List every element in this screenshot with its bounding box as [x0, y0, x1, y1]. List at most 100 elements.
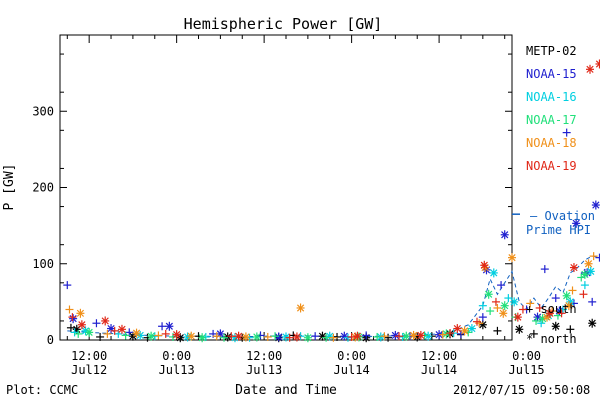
north-marker [562, 291, 571, 301]
south-marker [343, 333, 352, 342]
north-marker [513, 312, 522, 322]
north-marker [595, 59, 600, 69]
north-marker [499, 308, 508, 318]
south-marker [595, 253, 600, 262]
north-marker [500, 230, 509, 240]
y-tick-label: 100 [32, 257, 54, 271]
south-marker [285, 333, 294, 342]
x-tick-label-date: Jul13 [159, 363, 195, 377]
north-marker [572, 218, 581, 228]
north-marker [172, 330, 181, 340]
south-marker [121, 331, 130, 340]
north-marker [252, 332, 261, 342]
north-marker [424, 331, 433, 341]
south-marker [380, 332, 389, 341]
north-marker [85, 327, 94, 337]
ovation-legend-line1: — Ovation [530, 209, 595, 223]
x-axis: 12:00Jul120:00Jul1312:00Jul130:00Jul1412… [66, 35, 545, 377]
north-marker [551, 321, 560, 331]
north-marker [484, 289, 493, 299]
legend-item: METP-02 [526, 44, 577, 58]
north-marker [402, 331, 411, 341]
south-marker [529, 329, 538, 338]
north-marker [296, 303, 305, 313]
south-marker [395, 332, 403, 341]
south-marker [110, 326, 119, 335]
plot-frame [59, 34, 513, 341]
north-marker [480, 260, 489, 270]
north-marker [107, 324, 116, 334]
north-marker [318, 331, 327, 341]
south-marker [65, 305, 74, 314]
north-marker [69, 314, 78, 324]
north-marker [442, 329, 451, 339]
chart-title: Hemispheric Power [GW] [184, 15, 383, 33]
north-marker [508, 253, 516, 263]
north-marker [409, 330, 418, 340]
north-marker [533, 312, 542, 322]
south-marker [96, 332, 105, 341]
ovation-legend-line2: Prime HPI [526, 223, 591, 237]
north-marker [500, 301, 509, 311]
south-marker [438, 330, 447, 339]
south-marker [66, 323, 75, 332]
north-marker [489, 268, 498, 278]
south-marker [63, 281, 72, 290]
legend: METP-02 NOAA-15 NOAA-16 NOAA-17 NOAA-18 NOAA-… [526, 44, 577, 173]
south-marker [271, 332, 280, 341]
north-marker [453, 324, 462, 334]
north-marker [198, 333, 207, 343]
ovation-line [67, 255, 600, 338]
legend-item: NOAA-16 [526, 90, 577, 104]
y-tick-label: 300 [32, 104, 54, 118]
north-marker [545, 308, 554, 318]
south-marker [589, 252, 598, 261]
north-marker [340, 331, 349, 341]
south-marker [333, 332, 342, 341]
north-marker [416, 330, 425, 340]
north-marker [282, 332, 290, 342]
south-marker [491, 297, 500, 306]
north-marker [586, 64, 595, 74]
north-marker [76, 308, 85, 318]
north-marker [136, 330, 145, 340]
north-marker [241, 332, 250, 342]
north-marker [542, 312, 551, 322]
north-marker [353, 331, 362, 341]
north-marker [580, 269, 589, 279]
south-marker [74, 329, 83, 338]
north-marker [101, 316, 110, 326]
south-marker [347, 332, 356, 341]
north-marker [234, 331, 243, 341]
south-marker [362, 331, 371, 340]
south-marker [518, 305, 527, 314]
south-marker [158, 322, 167, 331]
south-marker [566, 325, 575, 334]
north-marker [216, 329, 225, 339]
north-marker [325, 331, 334, 341]
data-points [63, 59, 600, 343]
y-axis-label: P [GW] [2, 164, 17, 211]
x-tick-label-date: Jul14 [421, 363, 457, 377]
south-marker [161, 329, 170, 338]
south-marker [92, 319, 101, 328]
south-marker [473, 317, 482, 326]
south-marker [70, 328, 79, 337]
south-marker [504, 294, 513, 303]
x-tick-label-date: Jul13 [246, 363, 282, 377]
north-marker [510, 297, 519, 307]
north-marker [147, 331, 156, 341]
legend-item: NOAA-15 [526, 67, 577, 81]
x-tick-label-date: Jul15 [509, 363, 545, 377]
south-marker [103, 329, 112, 338]
south-marker [486, 307, 495, 316]
north-legend-label: * north [526, 332, 577, 346]
plot-area [59, 34, 513, 341]
south-marker [526, 299, 535, 308]
x-tick-label-time: 0:00 [337, 349, 366, 363]
y-tick-label: 200 [32, 181, 54, 195]
y-axis: 0 100 200 300 [32, 53, 512, 347]
north-marker [515, 324, 524, 334]
south-marker [493, 326, 502, 335]
